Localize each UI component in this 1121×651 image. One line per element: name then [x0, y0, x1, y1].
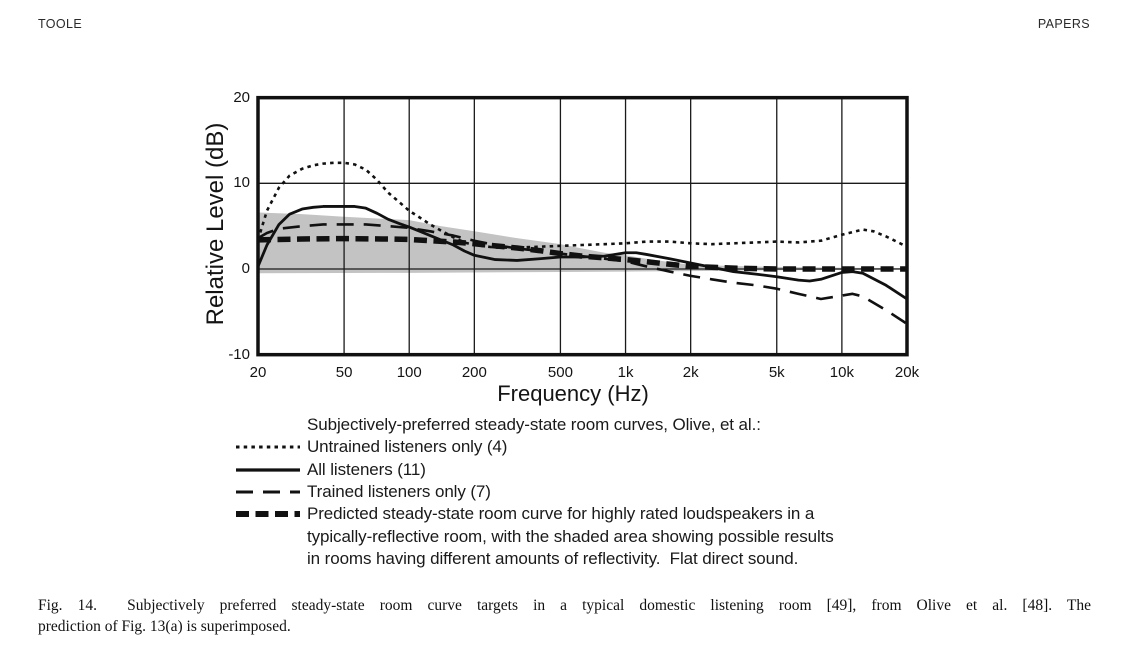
legend-sample-dotted	[236, 436, 307, 458]
curve-solid	[256, 205, 908, 301]
legend-label-title: Subjectively-preferred steady-state room…	[307, 415, 761, 435]
legend-row: Trained listeners only (7)	[236, 481, 834, 503]
shaded-region	[258, 212, 907, 274]
legend-label-thick-dash-1: typically-reflective room, with the shad…	[307, 526, 834, 546]
x-axis-title: Frequency (Hz)	[497, 381, 649, 406]
legend-label-thick-dash-2: in rooms having different amounts of ref…	[307, 548, 799, 568]
figure-caption: Fig. 14. Subjectively preferred steady-s…	[38, 596, 1091, 637]
running-head-section: PAPERS	[1037, 17, 1090, 31]
y-tick-label: 20	[233, 88, 250, 106]
plot-border	[256, 95, 909, 357]
y-tick-label: 0	[241, 260, 250, 277]
caption-line-2: prediction of Fig. 13(a) is superimposed…	[38, 617, 291, 635]
x-tick-label: 50	[335, 364, 353, 381]
legend-label-solid-0: All listeners (11)	[307, 459, 426, 479]
legend-label-dotted-0: Untrained listeners only (4)	[307, 437, 508, 457]
x-tick-label: 10k	[829, 364, 854, 381]
legend-label-thick-dash-0: Predicted steady-state room curve for hi…	[307, 504, 815, 524]
y-axis-title: Relative Level (dB)	[202, 122, 229, 326]
legend-row: Predicted steady-state room curve for hi…	[236, 503, 834, 525]
x-tick-label: 20k	[894, 364, 920, 381]
running-head-author: TOOLE	[38, 17, 83, 31]
curve-long-dash	[257, 223, 908, 325]
x-tick-label: 2k	[682, 364, 699, 381]
y-tick-label: 10	[233, 174, 250, 192]
legend-label-long-dash-0: Trained listeners only (7)	[307, 482, 491, 502]
y-tick-label: -10	[228, 345, 250, 363]
x-tick-label: 1k	[617, 364, 634, 381]
chart-legend: Subjectively-preferred steady-state room…	[236, 414, 834, 570]
x-tick-label: 20	[249, 364, 267, 381]
x-tick-label: 200	[461, 364, 487, 381]
curve-dotted	[256, 161, 908, 249]
legend-row: typically-reflective room, with the shad…	[236, 525, 834, 547]
curve-thick-dash	[257, 235, 907, 272]
legend-row: Untrained listeners only (4)	[236, 436, 834, 458]
legend-row: in rooms having different amounts of ref…	[236, 548, 834, 570]
legend-row: Subjectively-preferred steady-state room…	[236, 414, 834, 436]
legend-sample-thick-dash	[236, 503, 307, 525]
x-tick-label: 500	[547, 364, 573, 381]
legend-sample-long-dash	[236, 481, 307, 503]
caption-line-1: Fig. 14. Subjectively preferred steady-s…	[38, 597, 1091, 614]
legend-sample-solid	[236, 459, 307, 481]
x-tick-label: 100	[396, 364, 422, 381]
x-tick-label: 5k	[768, 364, 785, 381]
legend-row: All listeners (11)	[236, 459, 834, 481]
